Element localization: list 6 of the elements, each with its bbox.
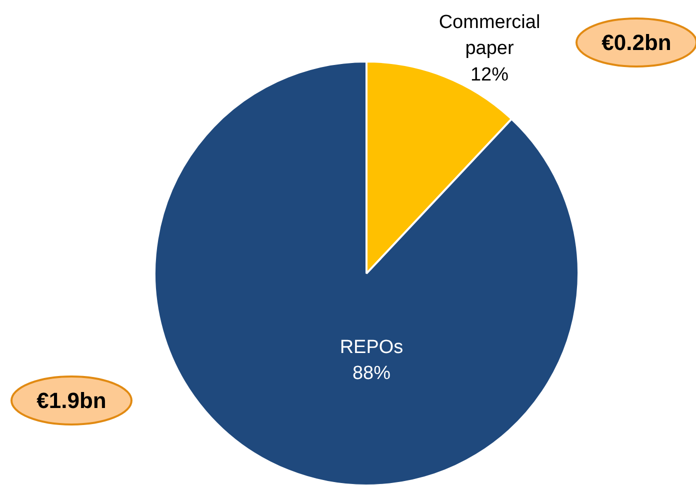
text: €1.9bn <box>36 388 106 413</box>
slice-label: Commercial paper <box>438 12 540 59</box>
data-label: 12% <box>470 64 509 86</box>
slice-label: REPOs <box>340 336 404 358</box>
data-label: 88% <box>352 363 391 384</box>
text: €0.2bn <box>602 30 672 55</box>
